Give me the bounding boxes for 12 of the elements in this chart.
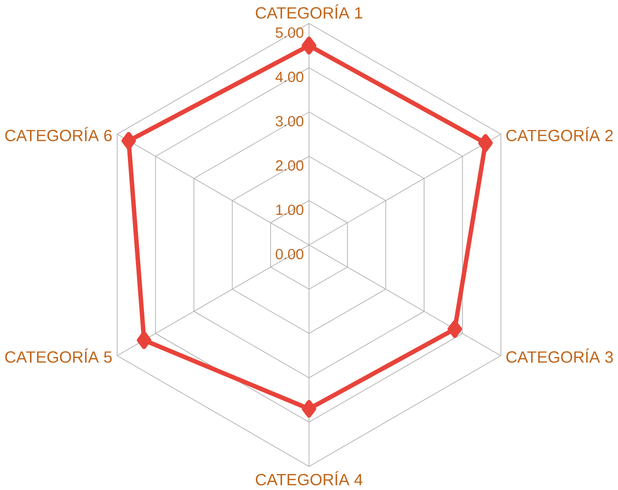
spoke-label: CATEGORÍA 6 (5, 127, 112, 142)
y-tick-label: 0.00 (276, 248, 304, 260)
y-tick-label: 5.00 (276, 27, 304, 38)
y-tick-label: 3.00 (276, 116, 304, 127)
y-tick-label: 4.00 (276, 72, 304, 82)
y-tick-label: 2.00 (276, 160, 304, 171)
y-tick-label: 1.00 (276, 204, 304, 216)
spoke-label: CATEGORÍA 3 (506, 348, 613, 363)
spoke-label: CATEGORÍA 2 (506, 127, 613, 142)
spoke-label: CATEGORÍA 1 (256, 4, 362, 19)
spoke-label: CATEGORÍA 4 (256, 471, 363, 486)
spoke-label: CATEGORÍA 5 (5, 348, 112, 363)
